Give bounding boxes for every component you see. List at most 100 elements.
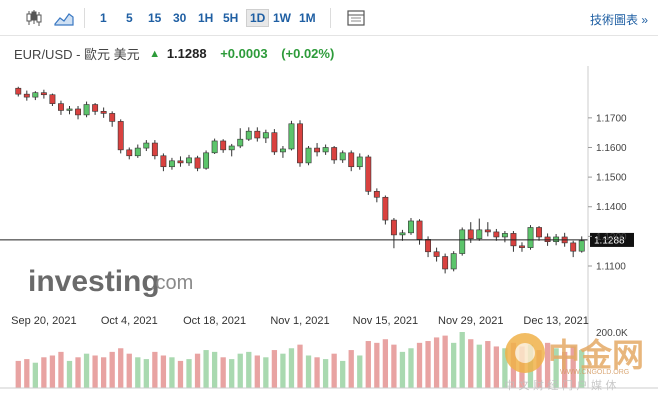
candle-body — [493, 231, 500, 238]
timeframe-5[interactable]: 5 — [126, 11, 133, 25]
x-tick-label: Nov 15, 2021 — [353, 315, 418, 327]
volume-bar — [544, 342, 551, 388]
volume-bar — [177, 360, 184, 388]
y-tick-label: 1.1400 — [596, 202, 627, 213]
volume-bar — [305, 355, 312, 388]
candle-body — [92, 104, 99, 112]
candle-body — [32, 92, 39, 98]
volume-bar — [83, 353, 90, 388]
volume-bar — [126, 353, 132, 388]
volume-bar — [579, 350, 585, 388]
candle-body — [40, 92, 47, 96]
timeframe-1d[interactable]: 1D — [246, 9, 270, 27]
volume-bar — [118, 348, 124, 388]
area-chart-icon[interactable] — [54, 8, 74, 28]
volume-bar — [211, 351, 218, 388]
volume-bar — [220, 357, 226, 388]
timeframe-1h[interactable]: 1H — [198, 11, 214, 25]
candle-body — [519, 245, 525, 248]
volume-bar — [203, 350, 209, 388]
timeframe-5h[interactable]: 5H — [223, 11, 239, 25]
currency-pair-title: EUR/USD - 歐元 美元 — [14, 47, 140, 62]
timeframe-1m[interactable]: 1M — [299, 11, 316, 25]
technical-chart-link[interactable]: 技術圖表 » — [589, 13, 648, 27]
volume-bar — [24, 359, 30, 388]
candle-body — [186, 157, 192, 164]
candle-body — [15, 87, 22, 95]
volume-scale-label: 200.0K — [596, 328, 628, 339]
volume-bar — [459, 332, 465, 388]
candle-body — [527, 227, 534, 248]
volume-bar — [194, 353, 201, 388]
candle-body — [331, 147, 338, 161]
toolbar-separator — [84, 8, 85, 28]
candlestick-icon[interactable] — [24, 8, 44, 28]
candle-body — [356, 156, 363, 168]
volume-bar — [331, 353, 337, 388]
volume-bar — [49, 355, 56, 388]
candle-body — [416, 220, 423, 240]
investing-logo-suffix: .com — [150, 272, 193, 294]
cngold-logo-inner — [515, 343, 535, 363]
candle-body — [168, 160, 175, 168]
candle-body — [237, 138, 244, 147]
candle-body — [467, 229, 474, 240]
candle-body — [254, 130, 261, 139]
y-tick-label: 1.1100 — [596, 262, 626, 273]
candle-body — [433, 251, 440, 257]
up-arrow-icon: ▲ — [149, 47, 161, 60]
candle-body — [322, 147, 329, 153]
volume-bar — [271, 350, 278, 388]
volume-bar — [314, 357, 320, 388]
volume-bar — [570, 346, 576, 388]
data-table-icon[interactable] — [346, 8, 366, 28]
volume-bar — [109, 351, 115, 388]
candle-body — [66, 108, 73, 111]
timeframe-1[interactable]: 1 — [100, 11, 107, 25]
candle-body — [143, 142, 150, 149]
toolbar-separator — [330, 8, 331, 28]
candle-body — [536, 227, 542, 238]
candle-body — [442, 256, 449, 270]
volume-bar — [493, 346, 500, 388]
candle-body — [382, 196, 389, 221]
candle-body — [100, 111, 107, 114]
volume-bar — [433, 337, 440, 388]
volume-bar — [399, 351, 406, 388]
cngold-url: WWW.CNGOLD.ORG — [560, 369, 629, 376]
candle-body — [553, 236, 560, 243]
candle-body — [23, 93, 30, 98]
candle-body — [203, 152, 210, 169]
volume-bar — [425, 341, 431, 388]
candle-body — [75, 108, 81, 116]
volume-bar — [297, 344, 303, 388]
candle-body — [211, 140, 218, 154]
volume-bar — [229, 359, 235, 388]
timeframe-30[interactable]: 30 — [173, 11, 187, 25]
x-tick-label: Oct 18, 2021 — [183, 315, 246, 327]
volume-bar — [254, 355, 260, 388]
volume-bar — [100, 357, 107, 388]
candle-body — [476, 229, 483, 240]
candle-body — [578, 240, 585, 252]
volume-bar — [186, 359, 192, 388]
timeframe-15[interactable]: 15 — [148, 11, 162, 25]
cngold-logo-text: 中金网 — [548, 336, 644, 374]
price-chart[interactable]: investing .com 1.1288 1.1100 1.1200 1.1400… — [0, 66, 658, 406]
candle-body — [373, 191, 380, 198]
candle-body — [459, 229, 466, 254]
candle-body — [450, 253, 457, 270]
volume-bar — [374, 342, 380, 388]
candle-body — [245, 130, 252, 140]
price-change-percent: (+0.02%) — [281, 46, 335, 61]
volume-bar — [348, 350, 354, 388]
investing-logo-text: investing — [28, 265, 160, 298]
candle-body — [288, 123, 295, 150]
volume-bar — [382, 339, 389, 388]
candle-body — [408, 220, 414, 234]
price-change: +0.0003 — [220, 46, 268, 61]
candle-body — [279, 148, 286, 153]
chart-toolbar: 1 5 15 30 1H 5H 1D 1W 1M 技術圖表 » — [0, 0, 658, 36]
volume-bar — [391, 344, 397, 388]
timeframe-1w[interactable]: 1W — [273, 11, 291, 25]
